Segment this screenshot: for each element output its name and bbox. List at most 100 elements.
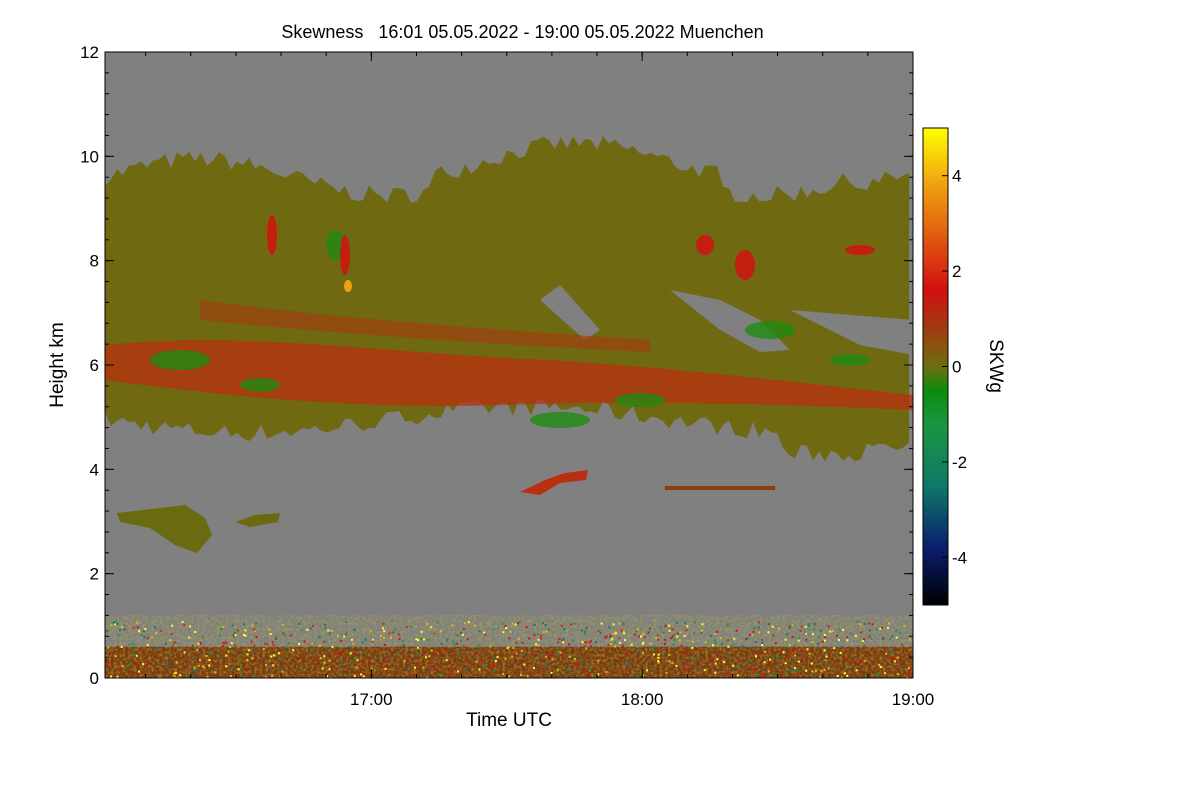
y-tick-label: 6 bbox=[90, 356, 99, 375]
surface-clutter-pixel bbox=[281, 670, 284, 673]
surface-clutter-pixel bbox=[678, 639, 681, 642]
surface-clutter-pixel bbox=[727, 645, 730, 648]
surface-clutter-pixel bbox=[710, 634, 713, 637]
surface-clutter-pixel bbox=[607, 662, 610, 665]
surface-clutter-pixel bbox=[132, 646, 135, 649]
surface-clutter-pixel bbox=[755, 660, 758, 662]
surface-clutter-pixel bbox=[691, 646, 694, 649]
surface-clutter-pixel bbox=[327, 629, 330, 632]
surface-clutter-pixel bbox=[140, 633, 143, 636]
surface-clutter-pixel bbox=[504, 657, 507, 660]
surface-clutter-pixel bbox=[536, 633, 539, 636]
x-tick-label: 18:00 bbox=[621, 690, 664, 709]
surface-clutter-pixel bbox=[191, 656, 194, 659]
surface-clutter-pixel bbox=[727, 657, 730, 660]
positive-skewness-streak bbox=[735, 250, 755, 280]
surface-clutter-pixel bbox=[671, 628, 674, 631]
surface-clutter-pixel bbox=[356, 659, 359, 662]
colorbar-label: SKWg bbox=[985, 339, 1006, 393]
surface-clutter-pixel bbox=[436, 621, 439, 624]
surface-clutter-pixel bbox=[842, 670, 845, 673]
surface-clutter-pixel bbox=[726, 673, 729, 676]
surface-clutter-pixel bbox=[177, 674, 180, 677]
surface-clutter-pixel bbox=[323, 640, 326, 643]
surface-clutter-pixel bbox=[622, 630, 625, 633]
surface-clutter-pixel bbox=[234, 634, 237, 637]
surface-clutter-pixel bbox=[333, 651, 336, 654]
surface-clutter-pixel bbox=[172, 649, 175, 652]
surface-clutter-pixel bbox=[176, 661, 178, 664]
surface-clutter-pixel bbox=[841, 629, 844, 631]
surface-clutter-pixel bbox=[170, 633, 173, 635]
surface-clutter-pixel bbox=[462, 645, 465, 648]
surface-clutter-pixel bbox=[614, 632, 617, 635]
surface-clutter-pixel bbox=[842, 663, 845, 666]
surface-clutter-pixel bbox=[652, 653, 655, 656]
surface-clutter-pixel bbox=[380, 634, 383, 637]
surface-clutter-pixel bbox=[618, 637, 621, 640]
surface-clutter-pixel bbox=[403, 653, 406, 656]
surface-clutter-pixel bbox=[703, 669, 706, 672]
surface-clutter-pixel bbox=[352, 642, 355, 645]
surface-clutter-pixel bbox=[117, 634, 120, 637]
surface-clutter-pixel bbox=[155, 632, 157, 635]
surface-clutter-pixel bbox=[395, 657, 398, 660]
surface-clutter-pixel bbox=[432, 651, 435, 654]
surface-clutter-pixel bbox=[817, 642, 820, 645]
surface-clutter-pixel bbox=[713, 639, 716, 642]
surface-clutter-pixel bbox=[839, 652, 842, 654]
surface-clutter-pixel bbox=[230, 642, 233, 644]
chart-title: Skewness 16:01 05.05.2022 - 19:00 05.05.… bbox=[281, 22, 764, 42]
surface-clutter-pixel bbox=[408, 671, 411, 674]
surface-clutter-pixel bbox=[654, 645, 657, 648]
surface-clutter-pixel bbox=[597, 629, 600, 632]
surface-clutter-pixel bbox=[110, 665, 113, 668]
surface-clutter-pixel bbox=[408, 672, 411, 675]
surface-clutter-pixel bbox=[210, 653, 213, 656]
surface-clutter-pixel bbox=[255, 636, 258, 638]
surface-clutter-pixel bbox=[657, 660, 660, 662]
surface-clutter-pixel bbox=[196, 649, 199, 652]
surface-clutter-pixel bbox=[459, 650, 461, 653]
surface-clutter-pixel bbox=[454, 675, 457, 678]
surface-clutter-pixel bbox=[533, 624, 536, 626]
surface-clutter-pixel bbox=[641, 642, 644, 645]
surface-clutter-pixel bbox=[557, 654, 560, 657]
surface-clutter-pixel bbox=[807, 623, 810, 626]
surface-clutter-pixel bbox=[726, 624, 729, 627]
surface-clutter-pixel bbox=[205, 655, 208, 657]
surface-clutter-pixel bbox=[362, 675, 365, 678]
surface-clutter-pixel bbox=[251, 624, 254, 627]
surface-clutter-pixel bbox=[580, 629, 583, 632]
surface-clutter-pixel bbox=[562, 641, 564, 644]
surface-clutter-pixel bbox=[873, 675, 876, 678]
surface-clutter-pixel bbox=[107, 662, 110, 664]
surface-clutter-pixel bbox=[428, 662, 431, 664]
surface-clutter-pixel bbox=[222, 645, 224, 648]
surface-clutter-pixel bbox=[693, 621, 696, 624]
surface-clutter-pixel bbox=[423, 638, 425, 641]
surface-clutter-pixel bbox=[793, 667, 796, 670]
surface-clutter-pixel bbox=[808, 652, 811, 655]
surface-clutter-pixel bbox=[487, 646, 490, 649]
surface-clutter-pixel bbox=[515, 652, 518, 655]
surface-clutter-pixel bbox=[382, 622, 385, 625]
surface-clutter-pixel bbox=[783, 648, 786, 651]
surface-clutter-pixel bbox=[771, 625, 774, 628]
surface-clutter-pixel bbox=[710, 656, 713, 659]
surface-clutter-pixel bbox=[876, 646, 879, 649]
colorbar: -4 -2 0 2 4 bbox=[922, 127, 967, 606]
surface-clutter-pixel bbox=[810, 662, 813, 665]
surface-clutter-pixel bbox=[705, 641, 708, 644]
surface-clutter-pixel bbox=[774, 642, 777, 645]
surface-clutter-pixel bbox=[533, 634, 536, 637]
surface-clutter-pixel bbox=[284, 634, 287, 637]
surface-clutter-pixel bbox=[489, 645, 492, 648]
surface-clutter-pixel bbox=[584, 645, 587, 648]
surface-clutter-pixel bbox=[185, 650, 188, 653]
surface-clutter-pixel bbox=[272, 664, 275, 667]
surface-clutter-pixel bbox=[584, 667, 587, 670]
surface-clutter-pixel bbox=[560, 624, 563, 627]
surface-clutter-pixel bbox=[338, 652, 341, 655]
surface-clutter-pixel bbox=[681, 645, 684, 648]
